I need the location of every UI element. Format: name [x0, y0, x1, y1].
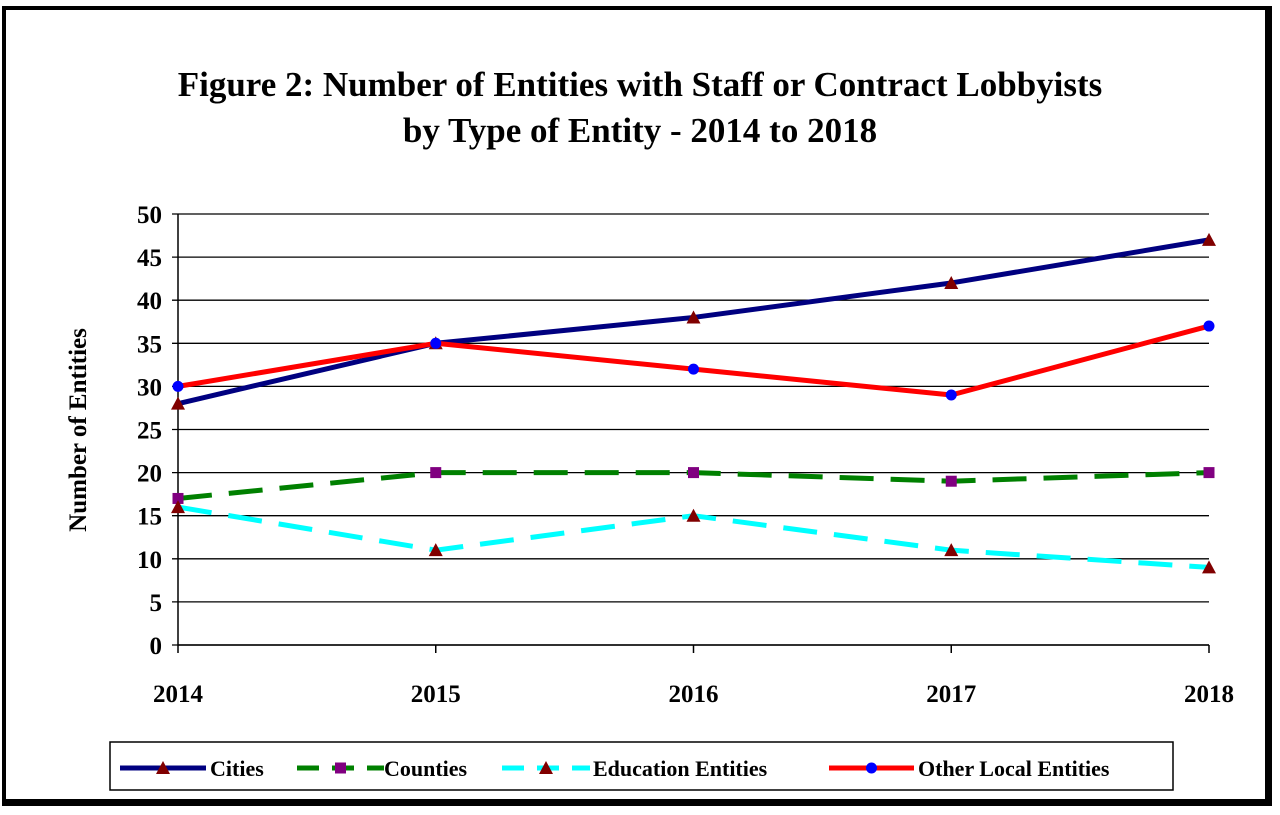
series-3-point-1 — [430, 337, 442, 349]
x-tick-labels: 2014 2015 2016 2017 2018 — [153, 681, 1234, 708]
series-3-point-4 — [1203, 320, 1215, 332]
gridlines — [172, 213, 1209, 646]
y-axis-label: Number of Entities — [65, 328, 92, 532]
legend-label-1: Counties — [384, 756, 468, 781]
y-tick-30: 30 — [137, 374, 162, 401]
series-lines — [171, 232, 1216, 574]
series-2 — [171, 500, 1216, 574]
series-3-point-3 — [945, 389, 957, 401]
y-tick-10: 10 — [137, 547, 162, 574]
series-0 — [171, 232, 1216, 410]
series-3-point-2 — [688, 363, 699, 375]
series-line-3 — [177, 323, 1210, 398]
series-2-point-2 — [686, 508, 701, 522]
legend-marker-3 — [866, 762, 877, 774]
series-2-point-0 — [171, 500, 185, 514]
series-2-point-1 — [428, 543, 443, 557]
legend-marker-2 — [539, 761, 553, 774]
series-0-point-3 — [944, 275, 959, 289]
series-0-point-0 — [171, 396, 185, 410]
series-1-point-0 — [172, 492, 184, 504]
series-1 — [172, 467, 1215, 504]
y-tick-35: 35 — [137, 331, 162, 358]
x-tick-2017: 2017 — [926, 681, 976, 708]
chart-title-line-2: by Type of Entity - 2014 to 2018 — [402, 111, 878, 150]
chart-title-line-1: Figure 2: Number of Entities with Staff … — [177, 65, 1103, 104]
chart-title: Figure 2: Number of Entities with Staff … — [0, 62, 1280, 154]
legend-box — [109, 741, 1174, 791]
series-1-point-3 — [945, 475, 957, 487]
y-tick-25: 25 — [137, 418, 162, 445]
series-0-point-4 — [1202, 232, 1216, 246]
axes — [177, 214, 1210, 653]
x-tick-2018: 2018 — [1184, 681, 1234, 708]
legend: Cities Counties Education Entities Other Lo… — [109, 741, 1174, 791]
y-tick-20: 20 — [137, 461, 162, 488]
legend-label-0: Cities — [210, 756, 264, 781]
x-tick-2014: 2014 — [153, 681, 204, 708]
x-tick-2015: 2015 — [411, 681, 461, 708]
legend-label-2: Education Entities — [593, 756, 768, 781]
series-3 — [172, 320, 1215, 401]
y-tick-0: 0 — [150, 633, 163, 660]
legend-marker-1 — [335, 762, 346, 774]
y-tick-40: 40 — [137, 288, 162, 315]
series-2-point-3 — [944, 543, 959, 557]
y-tick-labels: 0 5 10 15 20 25 30 35 40 45 50 — [137, 202, 162, 660]
series-1-point-1 — [430, 467, 442, 479]
y-tick-15: 15 — [137, 504, 162, 531]
series-1-point-4 — [1203, 467, 1215, 479]
legend-label-3: Other Local Entities — [918, 756, 1110, 781]
x-tick-2016: 2016 — [669, 681, 719, 708]
series-3-point-0 — [172, 380, 184, 392]
series-1-point-2 — [688, 467, 699, 479]
series-2-point-4 — [1202, 560, 1216, 574]
y-tick-5: 5 — [150, 590, 163, 617]
y-tick-45: 45 — [137, 245, 162, 272]
chart-frame — [2, 6, 1272, 806]
y-tick-50: 50 — [137, 202, 162, 229]
series-0-point-2 — [686, 310, 701, 324]
legend-marker-0 — [156, 761, 170, 774]
